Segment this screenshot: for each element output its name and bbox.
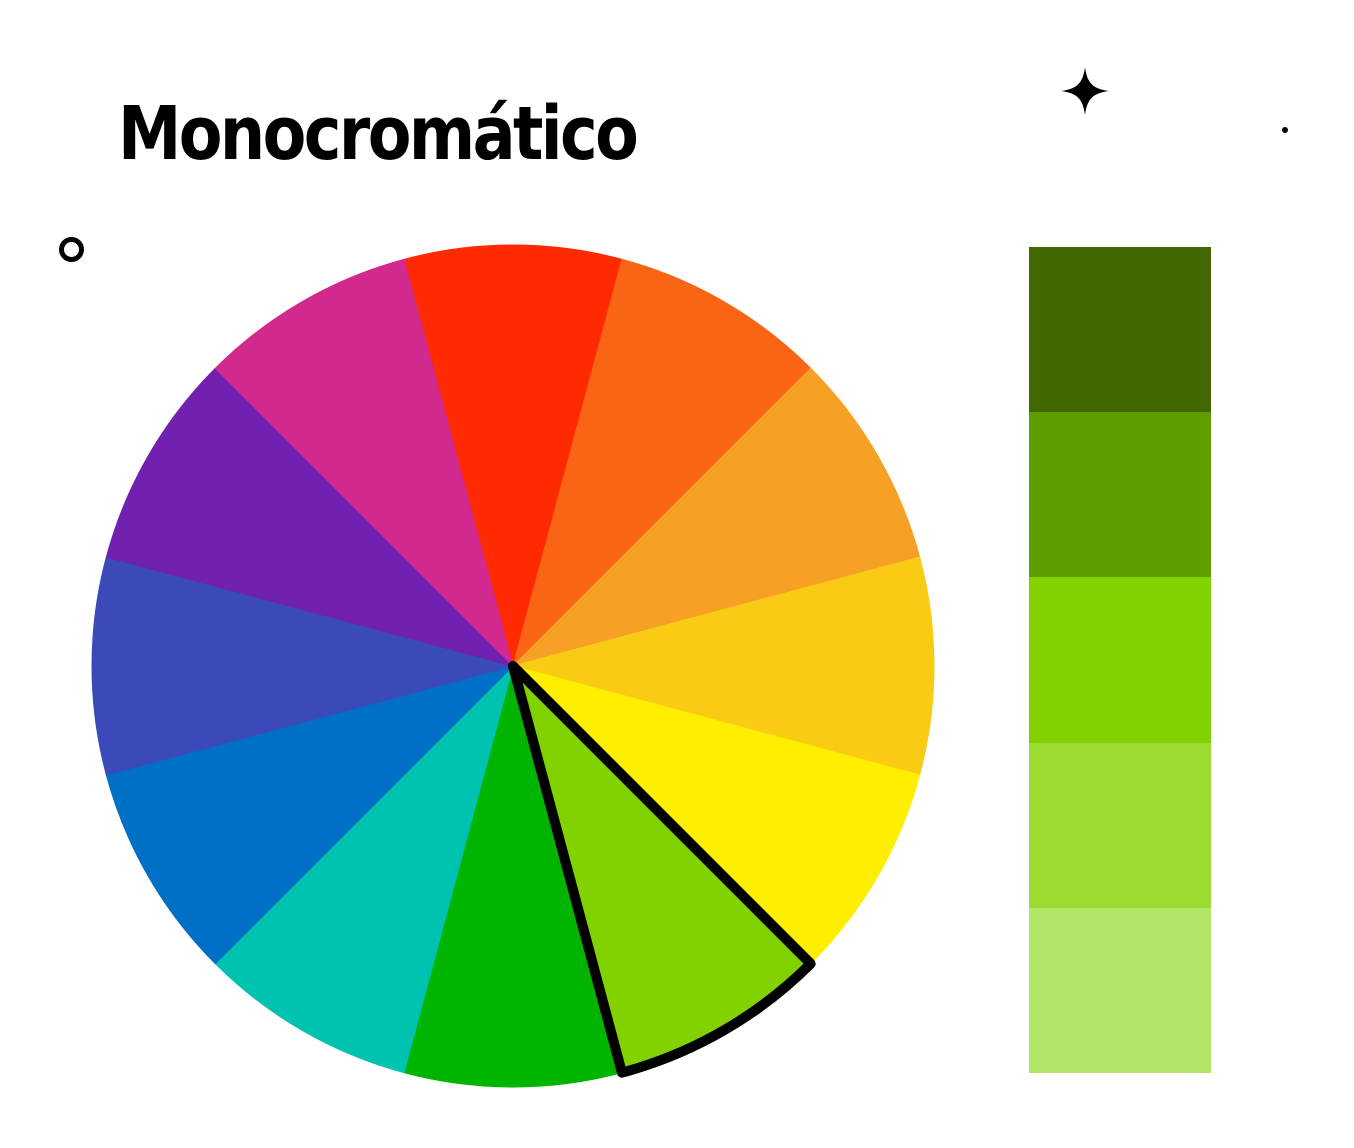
wheel-segment-magenta	[214, 258, 514, 668]
monochromatic-palette	[1029, 247, 1211, 1074]
wheel-segment-blue-violet	[91, 556, 515, 776]
wheel-segment-orange	[511, 367, 921, 667]
swatch-light-green	[1029, 742, 1211, 908]
page-title: Monocromático	[118, 91, 639, 177]
swatch-dark-green	[1029, 247, 1211, 413]
wheel-segment-violet	[105, 367, 515, 667]
wheel-segment-green	[403, 664, 623, 1088]
swatch-lightest-green	[1029, 907, 1211, 1074]
wheel-segment-red-orange	[512, 258, 812, 668]
wheel-segment-teal	[214, 664, 514, 1074]
wheel-segment-blue	[105, 665, 515, 965]
dot-icon	[1282, 127, 1288, 133]
swatch-base-green	[1029, 577, 1211, 743]
sparkle-icon	[1061, 67, 1109, 115]
wheel-segment-yellow	[511, 665, 921, 965]
highlighted-segment-outline	[508, 661, 816, 1078]
swatch-medium-dark-green	[1029, 412, 1211, 578]
wheel-segment-red	[403, 244, 623, 668]
wheel-segment-yellow-orange	[511, 556, 935, 776]
ring-icon	[59, 237, 84, 262]
